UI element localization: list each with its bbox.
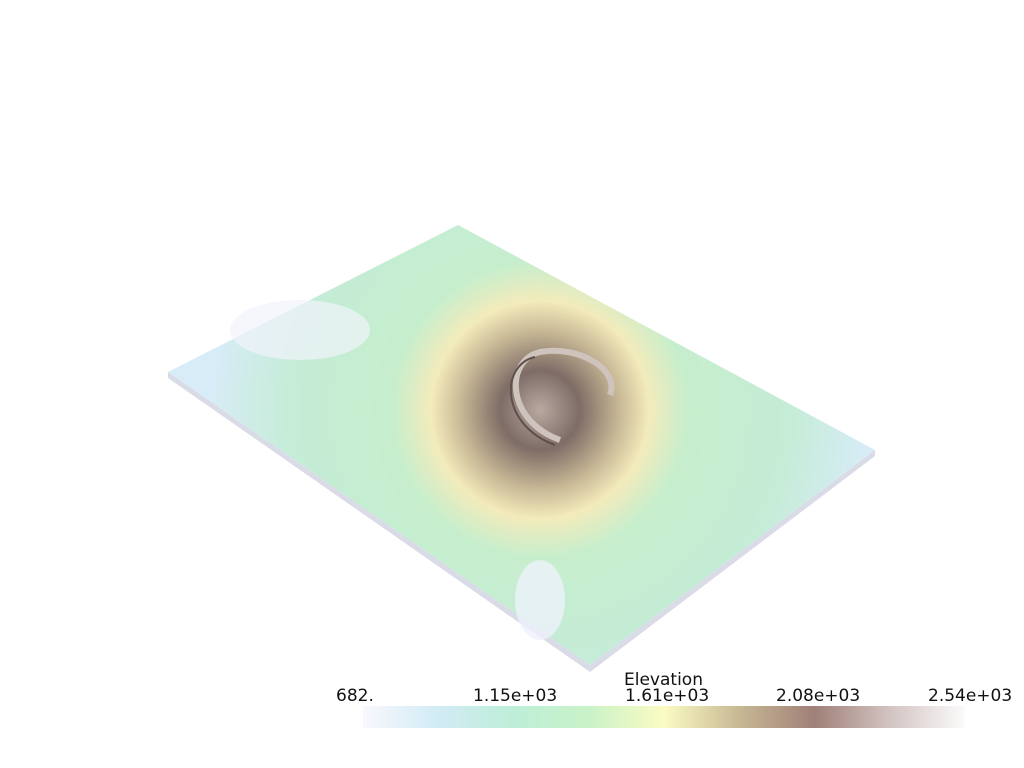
snow-patch — [515, 560, 565, 640]
crater-rim-shadow — [509, 356, 556, 446]
scalar-bar-tick: 2.54e+03 — [928, 686, 1013, 706]
scalar-bar-tick: 1.15e+03 — [473, 686, 558, 706]
scalar-bar-colormap — [363, 706, 965, 728]
scalar-bar-tick: 2.08e+03 — [776, 686, 861, 706]
scalar-bar-tick: 1.61e+03 — [625, 686, 710, 706]
scalar-bar-title: Elevation — [624, 670, 703, 690]
crater-rim — [512, 347, 615, 443]
scalar-bar-tick: 682. — [336, 686, 374, 706]
terrain-surface-plot[interactable] — [0, 0, 1024, 700]
snow-patch — [230, 300, 370, 360]
